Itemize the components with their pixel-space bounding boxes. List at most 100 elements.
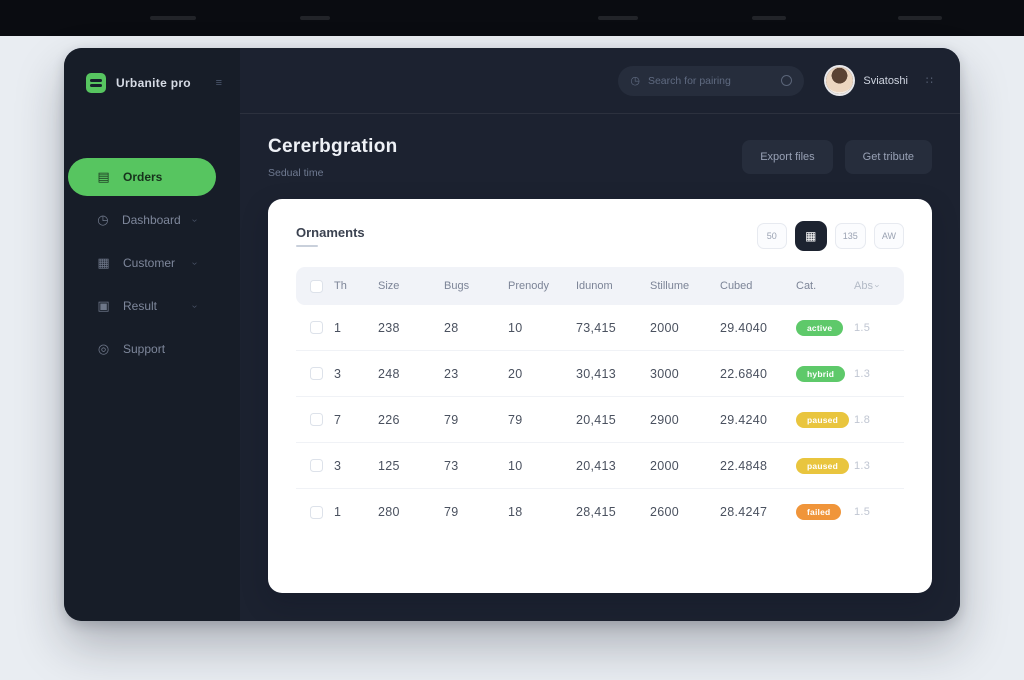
top-strip-mark bbox=[150, 16, 196, 20]
brand-name: Urbanite pro bbox=[116, 76, 191, 90]
search-input[interactable]: ◷ Search for pairing bbox=[618, 65, 805, 96]
page-header: Cererbgration Sedual time Export files G… bbox=[240, 114, 960, 199]
header-actions: Export files Get tribute bbox=[742, 140, 932, 174]
support-icon: ◎ bbox=[97, 341, 110, 356]
top-strip-mark bbox=[598, 16, 638, 20]
top-strip-mark bbox=[752, 16, 786, 20]
status-badge: paused bbox=[796, 411, 849, 428]
view-toggles: 50 ▦ 135 AW bbox=[756, 221, 904, 251]
cell-abs: 1.8 bbox=[854, 413, 871, 426]
export-button[interactable]: Export files bbox=[742, 140, 833, 174]
cell-bugs: 28 bbox=[444, 320, 459, 335]
cell-th: 1 bbox=[334, 320, 342, 335]
cell-cubed: 29.4040 bbox=[720, 320, 768, 335]
search-icon[interactable] bbox=[781, 75, 793, 86]
sidebar-item-result[interactable]: ▣ Result › bbox=[68, 287, 216, 325]
cell-th: 7 bbox=[334, 412, 342, 427]
avatar[interactable] bbox=[826, 67, 854, 94]
table-row[interactable]: 1 280 79 18 28,415 2600 28.4247 failed 1… bbox=[296, 489, 904, 535]
column-header-th[interactable]: Th bbox=[334, 280, 347, 292]
sidebar-item-orders[interactable]: ▤ Orders bbox=[68, 158, 216, 196]
page-title: Cererbgration bbox=[268, 136, 398, 157]
page-size-icon[interactable]: 135 bbox=[834, 223, 866, 249]
table-row[interactable]: 1 238 28 10 73,415 2000 29.4040 active 1… bbox=[296, 305, 904, 351]
page-header-text: Cererbgration Sedual time bbox=[268, 136, 398, 179]
sidebar-item-label: Customer bbox=[123, 256, 176, 270]
row-checkbox[interactable] bbox=[310, 367, 323, 380]
cell-prenody: 79 bbox=[508, 412, 523, 427]
grid-view-icon[interactable]: ▦ bbox=[794, 221, 827, 251]
apps-icon[interactable]: ∷ bbox=[926, 75, 934, 87]
chevron-down-icon: › bbox=[188, 304, 200, 308]
cell-size: 125 bbox=[378, 458, 400, 473]
select-all-checkbox[interactable] bbox=[310, 279, 323, 293]
status-badge: failed bbox=[796, 504, 842, 520]
table-card: Ornaments 50 ▦ 135 AW Th Size Bugs Prenody Idun… bbox=[268, 199, 932, 593]
column-header-abs[interactable]: Abs › bbox=[854, 280, 883, 292]
sidebar-nav: ▤ Orders ◷ Dashboard › ▦ Customer › ▣ Re… bbox=[64, 158, 240, 373]
sort-chevron-icon: › bbox=[872, 284, 883, 288]
cell-bugs: 79 bbox=[444, 412, 459, 427]
sidebar-item-customer[interactable]: ▦ Customer › bbox=[68, 244, 216, 282]
table-header-row: Th Size Bugs Prenody Idunom Stillume Cubed Cat.… bbox=[296, 267, 904, 305]
user-name: Sviatoshi bbox=[863, 74, 908, 87]
list-view-icon[interactable]: 50 bbox=[756, 223, 787, 249]
row-checkbox[interactable] bbox=[310, 321, 323, 334]
column-header-prenody[interactable]: Prenody bbox=[508, 280, 549, 292]
cell-prenody: 10 bbox=[508, 320, 523, 335]
secondary-action-button[interactable]: Get tribute bbox=[844, 140, 932, 174]
user-menu[interactable]: Sviatoshi ∷ bbox=[826, 67, 934, 94]
sidebar-item-label: Result bbox=[123, 299, 158, 313]
cell-idunom: 30,413 bbox=[576, 366, 617, 381]
cell-prenody: 10 bbox=[508, 458, 523, 473]
cell-cubed: 29.4240 bbox=[720, 412, 768, 427]
chevron-down-icon: › bbox=[188, 261, 200, 265]
page-subtitle: Sedual time bbox=[268, 167, 324, 179]
sidebar-item-dashboard[interactable]: ◷ Dashboard › bbox=[68, 201, 216, 239]
sidebar-item-label: Support bbox=[123, 342, 166, 356]
column-header-stillume[interactable]: Stillume bbox=[650, 280, 690, 292]
card-title: Ornaments bbox=[296, 225, 365, 247]
cell-abs: 1.3 bbox=[854, 367, 871, 380]
cell-cubed: 22.6840 bbox=[720, 366, 768, 381]
column-header-bugs[interactable]: Bugs bbox=[444, 280, 470, 292]
column-header-cat[interactable]: Cat. bbox=[796, 280, 817, 292]
sidebar-collapse-icon[interactable]: ≡ bbox=[215, 77, 222, 89]
brand-logo-icon bbox=[86, 73, 106, 93]
cell-idunom: 20,415 bbox=[576, 412, 617, 427]
cell-stillume: 2900 bbox=[650, 412, 680, 427]
column-header-size[interactable]: Size bbox=[378, 280, 400, 292]
column-header-idunom[interactable]: Idunom bbox=[576, 280, 613, 292]
more-view-icon[interactable]: AW bbox=[873, 223, 904, 249]
status-badge: hybrid bbox=[796, 365, 846, 382]
logo-row: Urbanite pro ≡ bbox=[64, 48, 240, 118]
row-checkbox[interactable] bbox=[310, 413, 323, 426]
status-badge: paused bbox=[796, 457, 849, 474]
table-body: 1 238 28 10 73,415 2000 29.4040 active 1… bbox=[296, 305, 904, 535]
sidebar-item-support[interactable]: ◎ Support bbox=[68, 330, 216, 368]
row-checkbox[interactable] bbox=[310, 459, 323, 472]
result-icon: ▣ bbox=[97, 298, 110, 313]
recent-search-icon: ◷ bbox=[630, 75, 640, 87]
cell-bugs: 23 bbox=[444, 366, 459, 381]
cell-abs: 1.3 bbox=[854, 459, 871, 472]
cell-cubed: 22.4848 bbox=[720, 458, 768, 473]
main-area: ◷ Search for pairing Sviatoshi ∷ Cererbg… bbox=[240, 48, 960, 621]
cell-th: 3 bbox=[334, 366, 342, 381]
cell-size: 226 bbox=[378, 412, 400, 427]
cell-size: 248 bbox=[378, 366, 400, 381]
row-checkbox[interactable] bbox=[310, 505, 323, 519]
cell-idunom: 20,413 bbox=[576, 458, 617, 473]
table-row[interactable]: 7 226 79 79 20,415 2900 29.4240 paused 1… bbox=[296, 397, 904, 443]
table-row[interactable]: 3 248 23 20 30,413 3000 22.6840 hybrid 1… bbox=[296, 351, 904, 397]
table-row[interactable]: 3 125 73 10 20,413 2000 22.4848 paused 1… bbox=[296, 443, 904, 489]
cell-size: 280 bbox=[378, 505, 400, 519]
cell-stillume: 2000 bbox=[650, 320, 680, 335]
cell-bugs: 73 bbox=[444, 458, 459, 473]
cell-prenody: 18 bbox=[508, 505, 523, 519]
sidebar-item-label: Orders bbox=[123, 170, 163, 184]
column-header-cubed[interactable]: Cubed bbox=[720, 280, 753, 292]
cell-size: 238 bbox=[378, 320, 400, 335]
cell-idunom: 73,415 bbox=[576, 320, 617, 335]
